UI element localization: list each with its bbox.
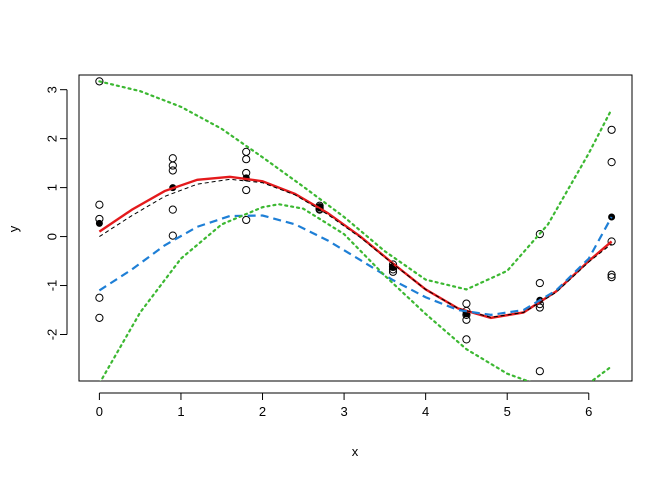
x-axis-label: x bbox=[352, 444, 359, 459]
y-tick-label: -2 bbox=[45, 329, 60, 341]
data-point bbox=[95, 77, 104, 86]
data-point bbox=[462, 299, 471, 308]
fitted-curve bbox=[98, 175, 613, 320]
data-point bbox=[462, 335, 471, 344]
data-point bbox=[607, 273, 616, 282]
data-point bbox=[95, 313, 104, 322]
y-tick-label: 0 bbox=[45, 233, 60, 240]
data-point bbox=[607, 237, 616, 246]
x-tick-label: 5 bbox=[504, 404, 511, 419]
y-axis-label: y bbox=[6, 225, 21, 232]
dashed-curve bbox=[98, 214, 613, 317]
data-point bbox=[535, 278, 544, 288]
x-tick-label: 0 bbox=[96, 404, 103, 419]
data-point bbox=[607, 125, 616, 134]
x-tick-label: 1 bbox=[177, 404, 184, 419]
x-tick-label: 6 bbox=[585, 404, 592, 419]
x-axis: 0 1 2 3 4 5 6 bbox=[96, 392, 592, 419]
data-point bbox=[242, 155, 251, 164]
x-tick-label: 2 bbox=[259, 404, 266, 419]
data-point bbox=[535, 230, 544, 239]
y-axis: -2 -1 0 1 2 3 bbox=[45, 86, 68, 340]
true-function-curve bbox=[99, 178, 612, 318]
y-tick-label: 3 bbox=[45, 86, 60, 93]
data-point bbox=[168, 166, 177, 175]
x-tick-label: 3 bbox=[340, 404, 347, 419]
data-point bbox=[242, 185, 251, 195]
plot-frame bbox=[78, 74, 633, 382]
mean-point bbox=[95, 219, 103, 227]
y-tick-label: -1 bbox=[45, 280, 60, 292]
data-point bbox=[607, 270, 616, 279]
x-tick-label: 4 bbox=[422, 404, 429, 419]
data-point bbox=[95, 200, 104, 209]
y-tick-label: 1 bbox=[45, 184, 60, 191]
data-point bbox=[168, 231, 177, 240]
confidence-band-curve bbox=[98, 80, 613, 291]
data-point bbox=[95, 293, 104, 302]
data-point bbox=[535, 303, 544, 312]
data-point bbox=[168, 154, 177, 163]
confidence-band-curve bbox=[99, 203, 613, 381]
data-point bbox=[607, 158, 616, 167]
data-point bbox=[242, 215, 251, 225]
series-layer bbox=[95, 77, 616, 381]
data-point bbox=[535, 367, 544, 376]
data-point bbox=[242, 147, 251, 156]
data-point bbox=[168, 205, 177, 214]
data-point bbox=[168, 161, 177, 170]
y-tick-label: 2 bbox=[45, 135, 60, 142]
